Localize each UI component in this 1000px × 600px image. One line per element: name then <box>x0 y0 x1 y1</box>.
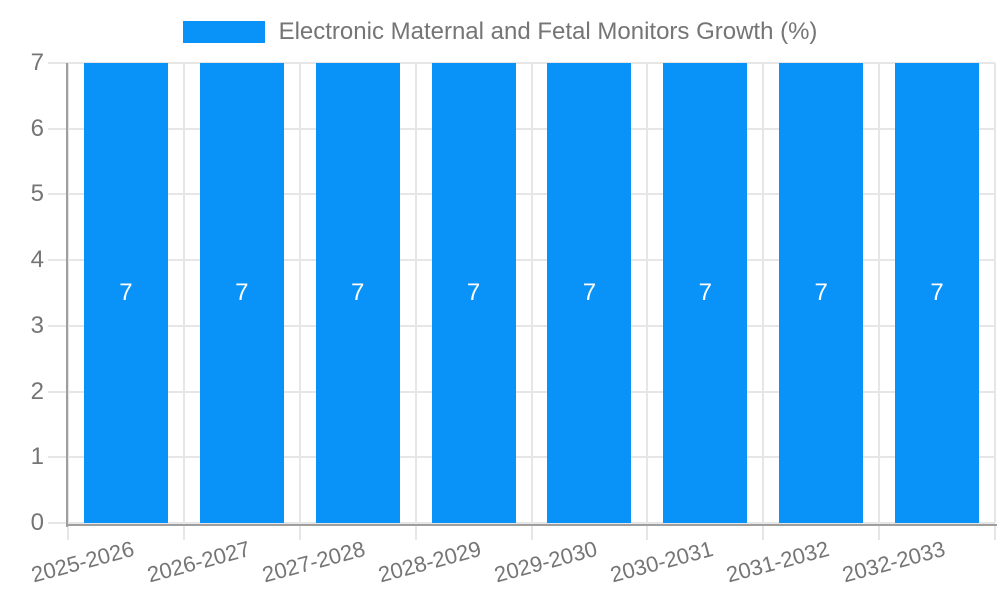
x-axis-label: 2025-2026 <box>28 536 137 588</box>
x-axis-label: 2028-2029 <box>375 536 485 588</box>
bar-value-label: 7 <box>119 279 133 306</box>
x-gridline <box>67 63 69 523</box>
x-gridline <box>878 63 881 523</box>
y-tick-label: 3 <box>30 311 44 339</box>
y-tick-label: 1 <box>30 443 44 471</box>
y-tick <box>48 127 68 130</box>
legend-label: Electronic Maternal and Fetal Monitors G… <box>278 18 818 45</box>
bar-value-label: 7 <box>582 279 597 306</box>
legend-swatch-icon <box>182 21 265 43</box>
x-tick <box>762 526 765 540</box>
bar[interactable] <box>431 63 516 523</box>
y-tick-label: 7 <box>30 49 44 76</box>
bar[interactable] <box>779 63 864 523</box>
x-gridline <box>298 63 301 523</box>
y-tick <box>48 62 68 64</box>
x-tick <box>646 526 649 540</box>
x-axis-label: 2029-2030 <box>491 536 600 588</box>
x-tick <box>182 526 185 540</box>
y-tick <box>48 193 68 196</box>
x-tick <box>994 526 996 540</box>
x-tick <box>530 526 533 540</box>
bar-value-label: 7 <box>930 279 944 306</box>
x-tick <box>414 526 417 540</box>
x-gridline <box>646 63 649 523</box>
x-tick <box>67 526 69 540</box>
bar-value-label: 7 <box>466 279 481 306</box>
x-axis-label: 2027-2028 <box>260 536 369 588</box>
bar-value-label: 7 <box>698 279 712 306</box>
y-tick <box>48 522 68 524</box>
legend[interactable]: Electronic Maternal and Fetal Monitors G… <box>0 18 1000 46</box>
x-gridline <box>414 63 417 523</box>
x-tick <box>298 526 301 540</box>
x-gridline <box>762 63 765 523</box>
y-tick-label: 6 <box>30 114 44 142</box>
y-tick <box>48 259 68 262</box>
x-axis-label: 2026-2027 <box>144 536 253 588</box>
x-axis-label: 2030-2031 <box>607 536 716 588</box>
x-axis-line <box>66 524 997 526</box>
x-gridline <box>994 63 996 523</box>
y-axis-line <box>66 63 68 527</box>
bar-value-label: 7 <box>235 279 249 306</box>
bar[interactable] <box>199 63 284 523</box>
y-gridline <box>68 522 995 524</box>
bar[interactable] <box>547 63 632 523</box>
bar-value-label: 7 <box>351 279 365 306</box>
y-tick <box>48 390 68 393</box>
bar-value-label: 7 <box>814 279 828 306</box>
bar[interactable] <box>83 63 168 523</box>
x-axis-label: 2031-2032 <box>723 536 832 588</box>
y-tick-label: 5 <box>30 180 44 208</box>
bar[interactable] <box>663 63 748 523</box>
x-gridline <box>182 63 185 523</box>
y-tick <box>48 456 68 459</box>
bar[interactable] <box>315 63 400 523</box>
y-tick <box>48 324 68 327</box>
y-tick-label: 0 <box>30 509 44 536</box>
x-tick <box>878 526 881 540</box>
y-tick-label: 2 <box>30 377 44 405</box>
y-tick-label: 4 <box>30 246 44 274</box>
x-gridline <box>530 63 533 523</box>
bar[interactable] <box>895 63 980 523</box>
x-axis-label: 2032-2033 <box>839 536 948 588</box>
